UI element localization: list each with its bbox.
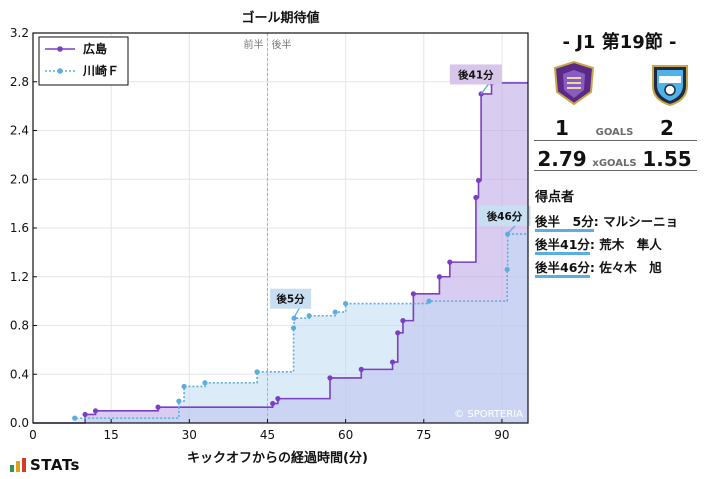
y-tick-label: 0.8 bbox=[10, 319, 29, 333]
data-point bbox=[270, 400, 276, 407]
legend-swatch-marker bbox=[57, 46, 63, 52]
data-point bbox=[436, 274, 443, 280]
kawasaki-frontale-crest-icon bbox=[645, 58, 695, 108]
x-tick-label: 45 bbox=[260, 428, 275, 442]
data-point bbox=[72, 415, 78, 421]
scorer-item: 後半41分: 荒木 隼人 bbox=[535, 234, 662, 255]
xgoals-label: xGOALS bbox=[592, 158, 637, 169]
data-point bbox=[176, 398, 182, 404]
y-tick-label: 0.4 bbox=[10, 367, 29, 381]
x-tick-label: 75 bbox=[416, 428, 431, 442]
y-axis-ticks: 0.0 0.4 0.8 1.2 1.6 2.0 2.4 2.8 3.2 bbox=[10, 26, 37, 430]
x-tick-label: 60 bbox=[338, 428, 353, 442]
divider-goals bbox=[534, 140, 697, 141]
y-tick-label: 2.4 bbox=[10, 124, 29, 138]
y-tick-label: 1.2 bbox=[10, 270, 29, 284]
grid-lines bbox=[32, 32, 528, 424]
data-point bbox=[254, 369, 260, 375]
goals-label: GOALS bbox=[595, 127, 634, 138]
first-half-label: 前半 bbox=[243, 38, 263, 51]
scorer-time: 後半41分 bbox=[535, 237, 590, 255]
scorer-time: 後半 5分 bbox=[535, 214, 594, 232]
y-tick-label: 2.0 bbox=[10, 172, 29, 186]
series-line bbox=[33, 233, 528, 424]
y-tick-label: 1.6 bbox=[10, 221, 29, 235]
data-point bbox=[410, 291, 416, 297]
annotation-box bbox=[270, 288, 312, 309]
xgoals-row: 2.79 xGOALS 1.55 bbox=[532, 147, 697, 171]
data-point bbox=[202, 380, 208, 386]
data-point bbox=[92, 408, 99, 414]
scorer-name: 荒木 隼人 bbox=[599, 237, 662, 252]
data-point bbox=[447, 259, 453, 265]
x-axis-ticks: 0 15 30 45 60 75 90 bbox=[29, 419, 510, 442]
scorer-item: 後半 5分: マルシーニョ bbox=[535, 211, 679, 232]
stats-logo-bars-icon bbox=[10, 458, 26, 472]
goals-row: 1 GOALS 2 bbox=[532, 116, 697, 140]
data-point bbox=[181, 383, 187, 390]
watermark: © SPORTERIA bbox=[454, 409, 523, 420]
match-round-title: - J1 第19節 - bbox=[562, 32, 677, 53]
data-point bbox=[327, 375, 333, 381]
data-point bbox=[389, 359, 396, 365]
home-xg: 2.79 bbox=[537, 147, 587, 171]
data-point bbox=[475, 177, 482, 184]
legend-box bbox=[38, 36, 129, 86]
x-tick-label: 90 bbox=[494, 428, 509, 442]
data-point bbox=[473, 194, 479, 201]
stats-logo: STATs bbox=[10, 456, 80, 474]
x-tick-label: 30 bbox=[182, 428, 197, 442]
annotation-label: 後5分 bbox=[275, 293, 305, 306]
sanfrecce-hiroshima-crest-icon bbox=[549, 58, 599, 108]
scorer-time: 後半46分 bbox=[535, 260, 590, 278]
scorer-item: 後半46分: 佐々木 旭 bbox=[535, 257, 662, 278]
annotation-label: 後41分 bbox=[457, 68, 494, 81]
area-fills bbox=[33, 82, 528, 423]
match-panel: - J1 第19節 - 1 GOALS 2 2.79 xGOALS 1.55 得… bbox=[532, 0, 707, 479]
x-axis-label: キックオフからの経過時間(分) bbox=[187, 450, 368, 466]
legend-label: 川崎Ｆ bbox=[82, 63, 119, 78]
annotation-box bbox=[478, 205, 531, 226]
y-tick-label: 2.8 bbox=[10, 75, 29, 89]
scorers-title: 得点者 bbox=[535, 190, 575, 205]
data-point bbox=[155, 404, 161, 410]
annotation-label: 後46分 bbox=[486, 210, 523, 223]
data-point bbox=[395, 330, 401, 336]
legend-label: 広島 bbox=[83, 41, 107, 56]
scorer-name: 佐々木 旭 bbox=[599, 260, 662, 275]
legend-swatch-marker bbox=[57, 68, 63, 74]
series-area bbox=[33, 234, 528, 423]
data-point bbox=[358, 366, 364, 372]
away-xg: 1.55 bbox=[642, 147, 692, 171]
data-point bbox=[504, 266, 510, 273]
x-tick-label: 15 bbox=[104, 428, 119, 442]
data-point bbox=[343, 300, 349, 307]
y-tick-label: 3.2 bbox=[10, 26, 29, 40]
home-goals: 1 bbox=[555, 116, 569, 140]
data-point bbox=[306, 313, 312, 319]
divider-xgoals bbox=[534, 170, 697, 171]
data-point bbox=[400, 318, 406, 324]
away-goals: 2 bbox=[660, 116, 674, 140]
data-point bbox=[275, 396, 281, 402]
data-point bbox=[426, 298, 432, 304]
data-point bbox=[82, 411, 88, 418]
second-half-label: 後半 bbox=[271, 38, 291, 51]
data-point bbox=[332, 309, 338, 315]
data-point bbox=[290, 325, 297, 331]
stats-logo-text: STATs bbox=[30, 456, 80, 474]
y-tick-label: 0.0 bbox=[10, 416, 29, 430]
scorer-name: マルシーニョ bbox=[603, 214, 679, 229]
x-tick-label: 0 bbox=[29, 428, 37, 442]
chart-title: ゴール期待値 bbox=[241, 10, 319, 26]
annotation-box bbox=[449, 64, 502, 85]
